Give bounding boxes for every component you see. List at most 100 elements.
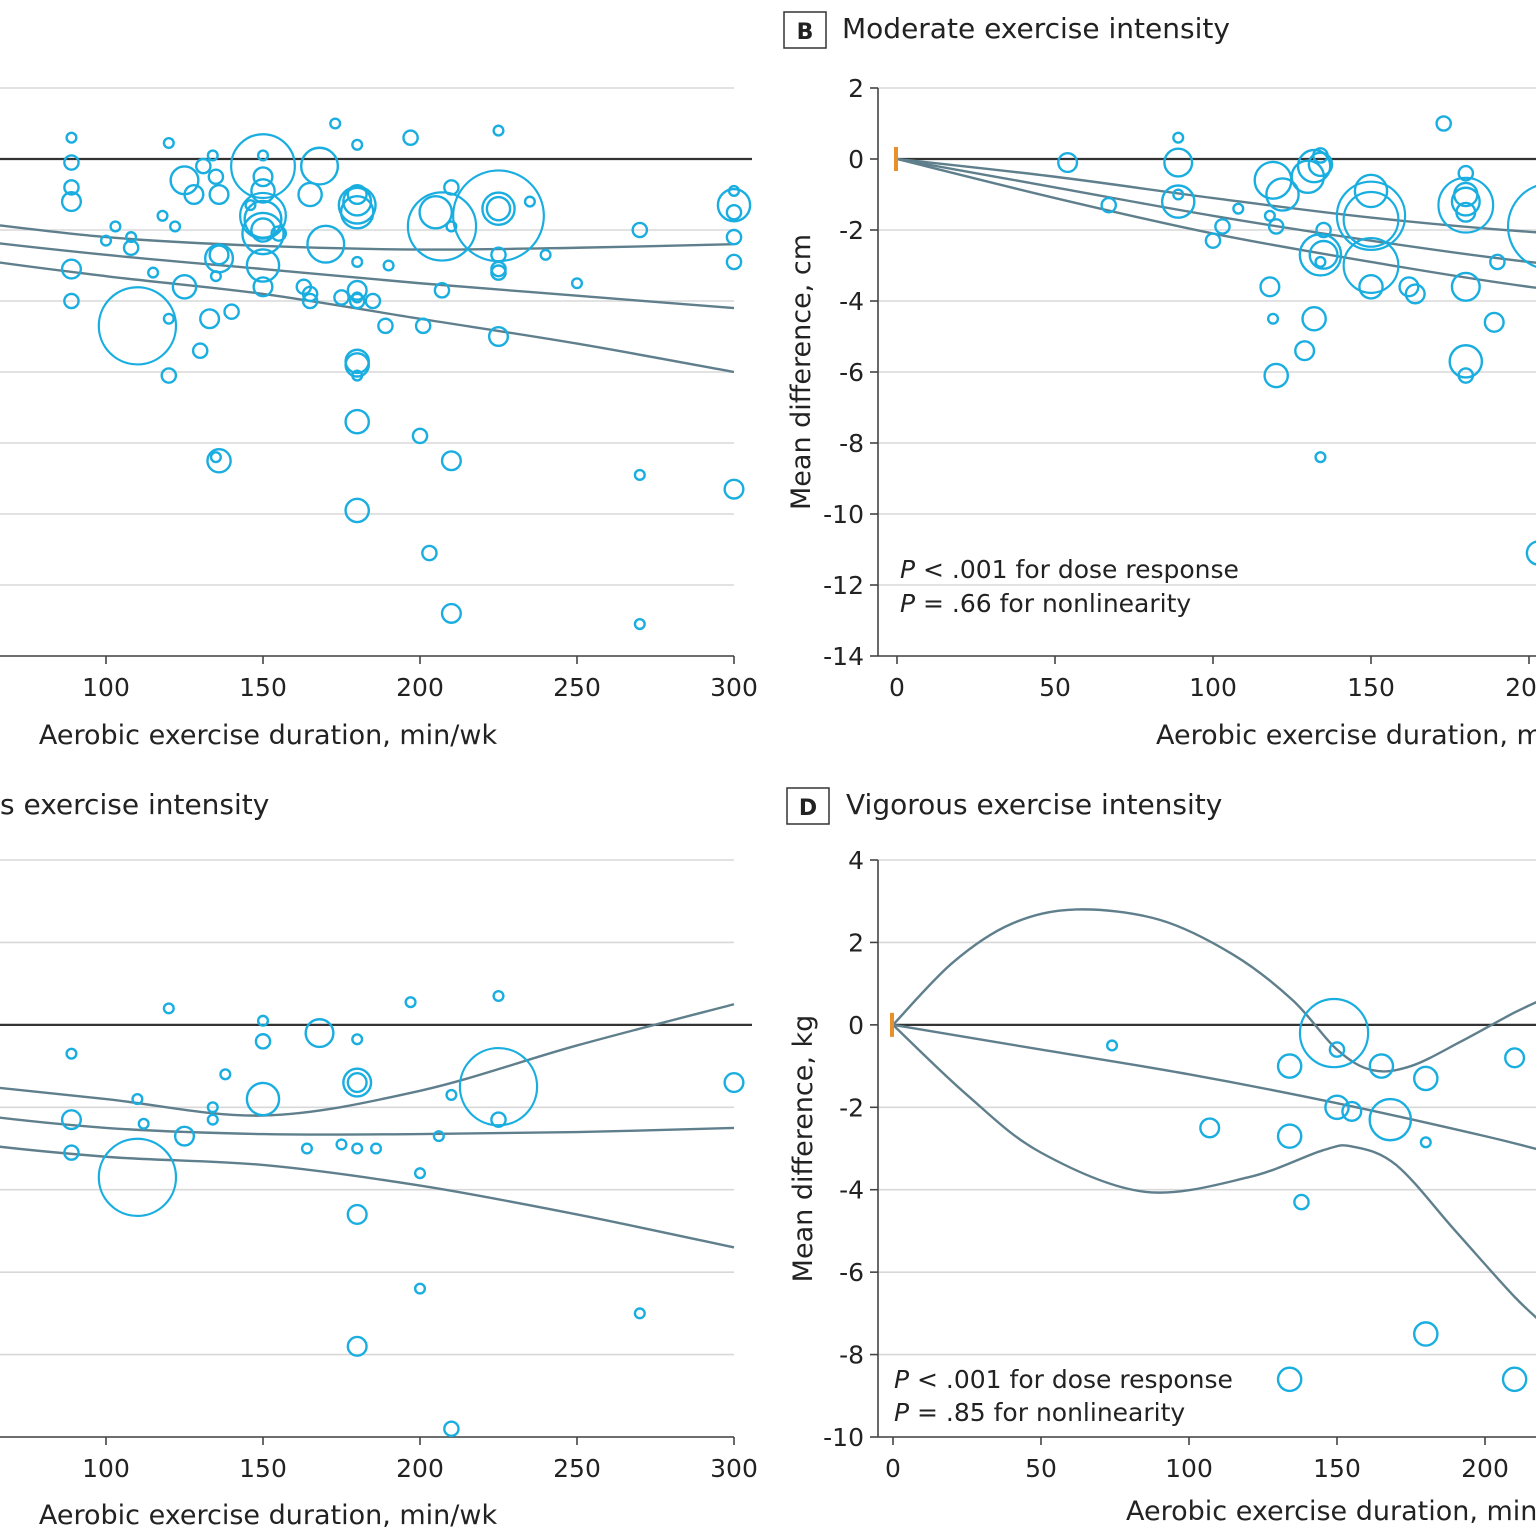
data-point [63,292,80,310]
data-point [60,258,83,280]
data-point [633,618,646,631]
x-tick-label: 50 [1025,1454,1057,1483]
data-point [1324,1094,1350,1121]
data-point [342,186,373,217]
y-tick-label: -2 [839,1093,864,1122]
x-tick-label: 200 [1461,1454,1509,1483]
data-point [723,1072,745,1094]
data-point [1525,540,1536,566]
data-point [1358,273,1384,300]
data-point [137,1117,150,1130]
dose-response-curve [0,242,735,310]
data-point [351,255,364,269]
y-axis-label: Mean difference, kg [788,1015,819,1283]
data-point [191,342,209,360]
data-point [1298,997,1370,1069]
data-point [351,291,364,304]
panel-c: 100 150 200 250 300 s exercise intensity Aerob… [0,788,758,1531]
data-point [492,989,505,1003]
x-tick-label: 300 [710,1454,758,1483]
y-tick-label: -8 [839,429,864,458]
x-tick-label: 250 [553,1454,601,1483]
confidence-band-lower [0,261,735,374]
data-point [1105,1039,1119,1052]
panel-d: 4 2 0 -2 -4 -6 -8 -10 0 50 100 150 200 D Vigorous exer… [786,787,1536,1527]
confidence-band-upper [0,224,735,251]
data-point [97,286,178,366]
data-point [443,179,460,196]
data-point [299,146,340,186]
stat-text: = .85 for nonlinearity [909,1398,1185,1427]
data-point [346,183,368,206]
data-point [1450,271,1481,302]
data-point [1301,305,1327,332]
data-point [351,1033,364,1046]
data-point [1276,1123,1303,1149]
data-point [443,1420,460,1438]
x-tick-label: 100 [82,1454,130,1483]
data-point [1172,131,1185,144]
data-point [1489,253,1506,271]
data-point [243,199,283,239]
data-point [1314,255,1327,269]
x-tick-label: 150 [1347,673,1395,702]
data-point [206,149,219,162]
x-tick-label: 0 [885,1454,901,1483]
data-point [539,248,552,261]
data-point [250,178,276,204]
data-point [183,183,205,206]
data-point [300,1142,314,1155]
data-point [1435,115,1452,132]
data-point [1276,1053,1303,1079]
x-tick-label: 150 [239,673,287,702]
data-point [631,221,649,239]
data-point [1100,196,1118,214]
data-point [1335,180,1407,252]
data-point [270,225,288,242]
x-tick-label: 100 [1165,1454,1213,1483]
data-point [344,408,371,435]
stat-annotation: P < .001 for dose response [900,555,1239,584]
x-tick-label: 200 [396,1454,444,1483]
data-point [413,1167,427,1180]
data-point [256,149,270,162]
data-point [351,1142,364,1155]
data-point [1214,218,1231,235]
data-point [131,1092,144,1106]
x-tick-label: 300 [710,673,758,702]
data-point [1353,173,1389,209]
data-point [250,217,276,243]
data-point [413,1282,427,1295]
panel-title: s exercise intensity [0,788,269,821]
data-point [63,1144,80,1161]
data-point [485,195,512,222]
data-point [445,220,458,233]
data-point [206,1113,219,1126]
data-point [633,1307,646,1320]
y-tick-label: -10 [823,1423,864,1452]
stat-p-symbol: P [900,589,916,618]
data-point [329,117,342,130]
stat-p-symbol: P [894,1365,910,1394]
data-point [414,317,432,335]
data-point [252,276,274,298]
x-tick-label: 50 [1039,673,1071,702]
confidence-band-upper [0,1003,735,1117]
data-point [156,209,169,222]
data-point [125,231,138,244]
data-point [162,312,175,325]
data-point [206,447,232,474]
data-point [1232,202,1245,215]
data-point [421,544,438,562]
y-tick-label: -8 [839,1341,864,1370]
data-point [109,220,122,233]
y-tick-label: -4 [839,287,864,316]
x-tick-label: 250 [553,673,601,702]
data-point [344,352,371,378]
stat-annotation: P = .66 for nonlinearity [900,589,1191,618]
data-point [304,1018,335,1049]
data-point [65,131,78,144]
data-point [1199,1117,1221,1139]
y-tick-label: 2 [848,74,864,103]
data-point [1457,367,1475,384]
